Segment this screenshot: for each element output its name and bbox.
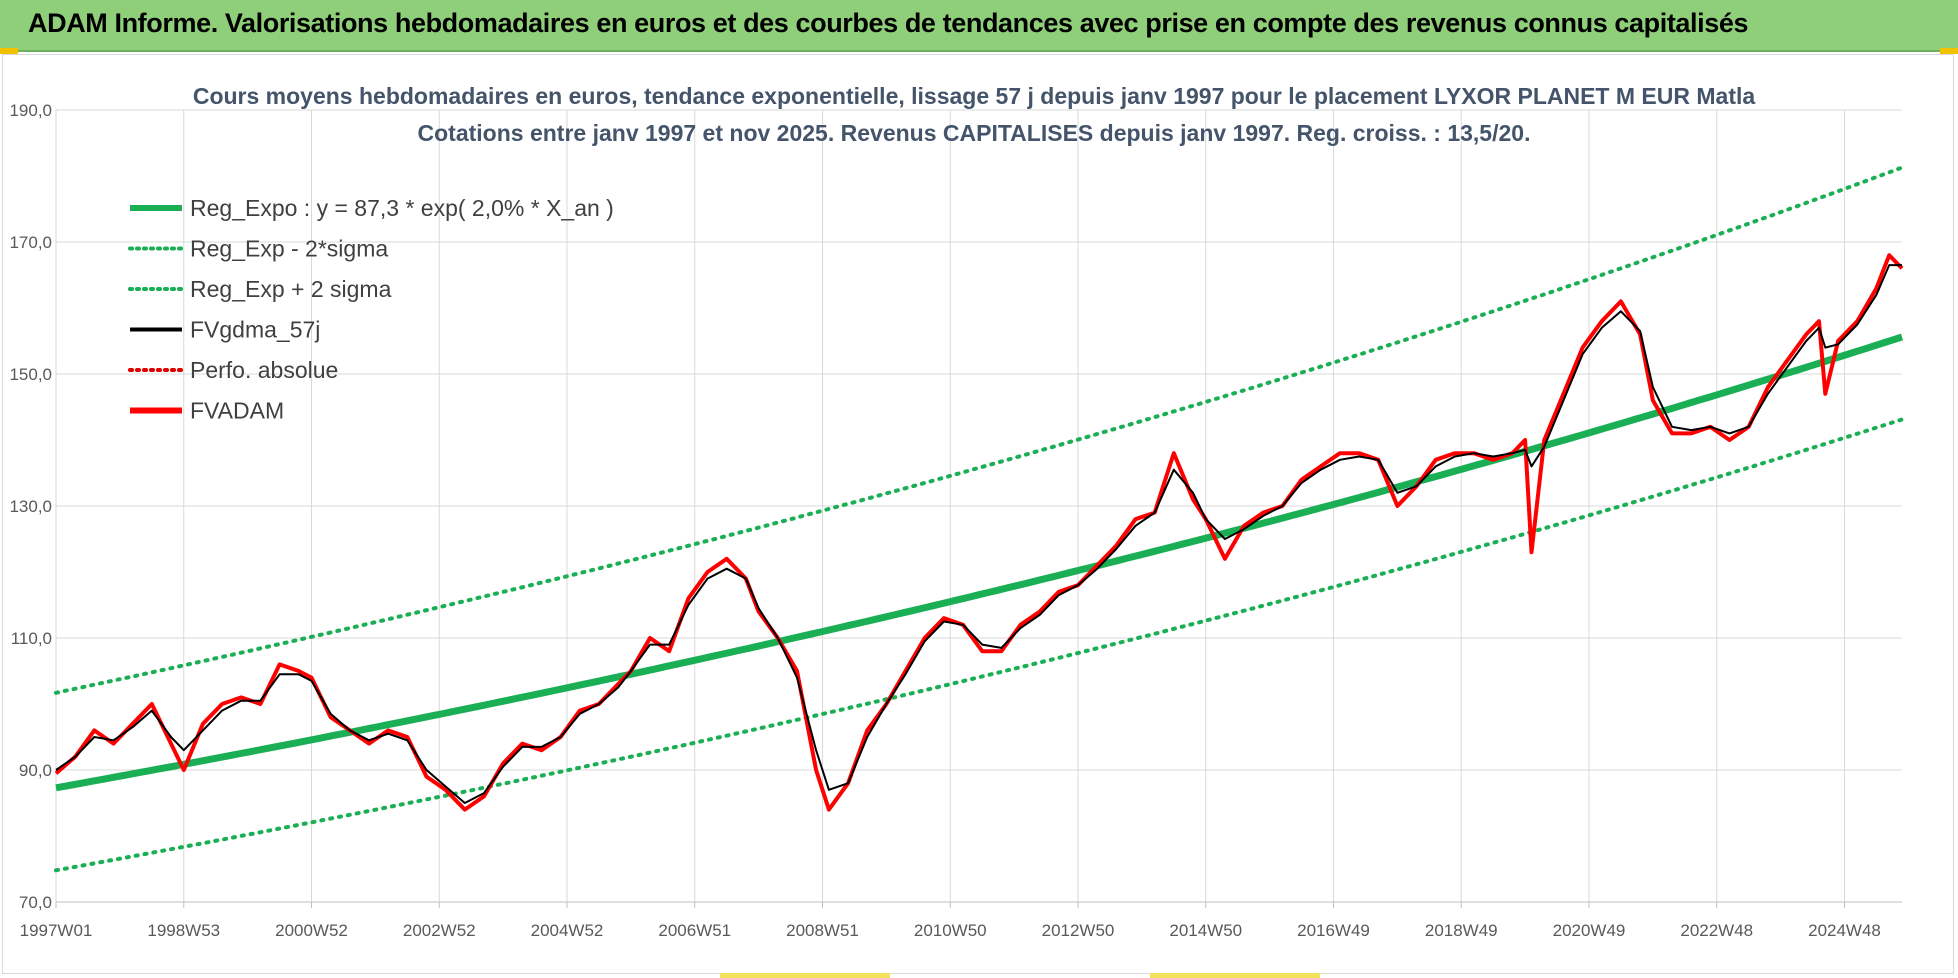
data-series: [54, 253, 1904, 812]
header-banner: ADAM Informe. Valorisations hebdomadaire…: [0, 0, 1958, 52]
chart-subtitle: Cotations entre janv 1997 et nov 2025. R…: [418, 120, 1531, 146]
legend-label: Perfo. absolue: [190, 357, 338, 383]
x-tick-label: 2010W50: [914, 921, 987, 940]
fvadam-line: [54, 253, 1904, 812]
x-tick-label: 2002W52: [403, 921, 476, 940]
legend-label: Reg_Exp + 2 sigma: [190, 276, 392, 302]
legend: Reg_Expo : y = 87,3 * exp( 2,0% * X_an )…: [128, 195, 614, 424]
x-tick-label: 2024W48: [1808, 921, 1881, 940]
x-tick-label: 2020W49: [1553, 921, 1626, 940]
x-tick-label: 2000W52: [275, 921, 348, 940]
chart-title: Cours moyens hebdomadaires en euros, ten…: [193, 83, 1756, 109]
x-tick-label: 2004W52: [531, 921, 604, 940]
legend-label: Reg_Expo : y = 87,3 * exp( 2,0% * X_an ): [190, 195, 614, 221]
x-tick-label: 2008W51: [786, 921, 859, 940]
x-tick-label: 2022W48: [1680, 921, 1753, 940]
x-tick-label: 2006W51: [658, 921, 731, 940]
x-tick-label: 2014W50: [1169, 921, 1242, 940]
bottom-strip: [720, 973, 890, 978]
y-tick-label: 170,0: [9, 233, 52, 252]
y-tick-label: 150,0: [9, 365, 52, 384]
page-title: ADAM Informe. Valorisations hebdomadaire…: [28, 8, 1749, 38]
axes: 70,0 90,0 110,0 130,0 150,0 170,0 190,0 1997W01…: [9, 101, 1902, 940]
y-tick-label: 190,0: [9, 101, 52, 120]
banner-corner-right: [1940, 48, 1958, 54]
x-tick-label: 1997W01: [20, 921, 93, 940]
banner-corner-left: [0, 48, 18, 54]
fvgdma-line: [55, 264, 1902, 804]
y-tick-label: 70,0: [19, 893, 52, 912]
trend-lines: [54, 165, 1904, 873]
legend-label: FVgdma_57j: [190, 317, 320, 343]
x-tick-label: 1998W53: [147, 921, 220, 940]
x-tick-label: 2018W49: [1425, 921, 1498, 940]
chart-frame: [2, 54, 1954, 974]
x-tick-label: 2012W50: [1042, 921, 1115, 940]
y-tick-label: 110,0: [11, 629, 52, 648]
legend-label: FVADAM: [190, 398, 284, 424]
chart-titles: Cours moyens hebdomadaires en euros, ten…: [193, 83, 1756, 146]
x-tick-label: 2016W49: [1297, 921, 1370, 940]
reg-exp-plus-2sigma-line: [54, 165, 1904, 695]
legend-label: Reg_Exp - 2*sigma: [190, 236, 388, 262]
y-tick-label: 130,0: [9, 497, 52, 516]
reg-exp-minus-2sigma-line: [54, 417, 1904, 873]
y-tick-label: 90,0: [19, 761, 52, 780]
reg-expo-line: [55, 333, 1904, 792]
bottom-strip: [1150, 973, 1320, 978]
